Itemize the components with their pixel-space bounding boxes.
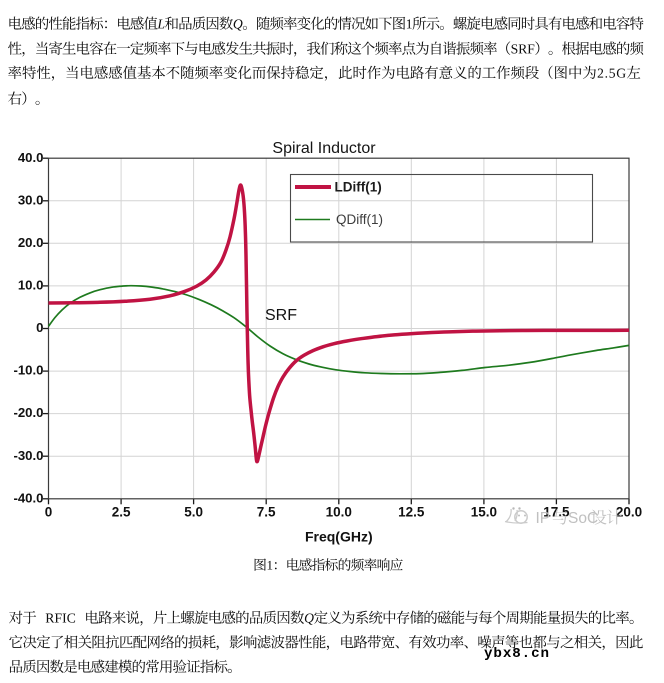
- svg-text:QDiff(1): QDiff(1): [336, 212, 383, 227]
- svg-text:7.5: 7.5: [257, 505, 276, 520]
- svg-text:-20.0: -20.0: [13, 405, 43, 420]
- svg-text:SRF: SRF: [265, 307, 297, 324]
- svg-text:0: 0: [36, 320, 43, 335]
- svg-text:30.0: 30.0: [18, 192, 44, 207]
- svg-text:Spiral Inductor: Spiral Inductor: [272, 140, 376, 157]
- svg-text:15.0: 15.0: [471, 505, 497, 520]
- svg-text:20.0: 20.0: [18, 235, 44, 250]
- svg-text:5.0: 5.0: [184, 505, 203, 520]
- svg-text:0: 0: [45, 505, 53, 520]
- svg-text:-10.0: -10.0: [13, 363, 43, 378]
- svg-text:ybx8.cn: ybx8.cn: [484, 646, 550, 662]
- svg-text:40.0: 40.0: [18, 150, 44, 165]
- svg-text:10.0: 10.0: [326, 505, 352, 520]
- svg-text:10.0: 10.0: [18, 278, 44, 293]
- svg-text:2.5: 2.5: [112, 505, 131, 520]
- svg-text:IP: IP: [536, 510, 551, 527]
- svg-text:Freq(GHz): Freq(GHz): [305, 528, 373, 544]
- svg-text:12.5: 12.5: [398, 505, 425, 520]
- svg-text:SoC: SoC: [568, 510, 598, 527]
- svg-text:LDiff(1): LDiff(1): [335, 180, 382, 195]
- svg-text:-30.0: -30.0: [13, 448, 43, 463]
- svg-text:20.0: 20.0: [616, 505, 642, 520]
- svg-text:-40.0: -40.0: [13, 490, 43, 505]
